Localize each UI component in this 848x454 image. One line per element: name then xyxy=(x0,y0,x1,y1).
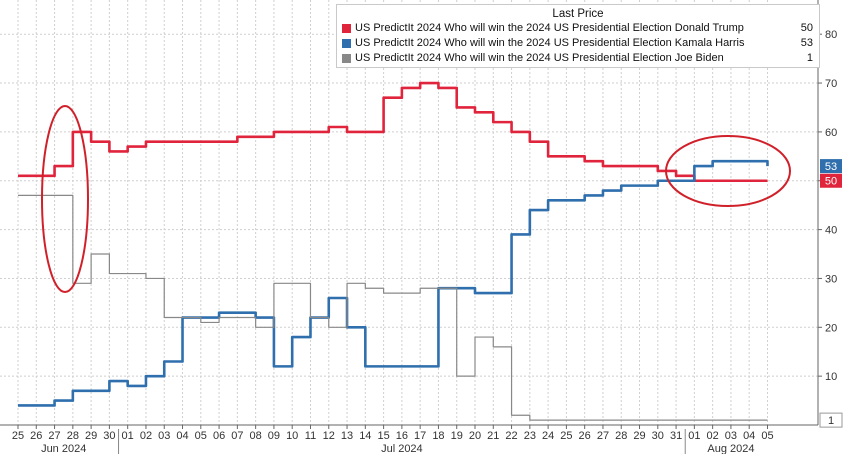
x-tick-label: 26 xyxy=(30,430,42,442)
x-tick-label: 28 xyxy=(615,430,627,442)
legend-last-biden: 1 xyxy=(806,52,813,64)
legend-swatch-harris xyxy=(342,39,351,48)
legend-last-harris: 53 xyxy=(800,37,813,49)
month-label: Jul 2024 xyxy=(381,443,423,454)
legend-label-harris: US PredictIt 2024 Who will win the 2024 … xyxy=(355,37,745,49)
x-tick-label: 26 xyxy=(579,430,591,442)
last-value-box-trump xyxy=(820,173,842,188)
y-tick-label: 30 xyxy=(825,273,837,285)
x-tick-label: 14 xyxy=(359,430,371,442)
x-tick-label: 28 xyxy=(67,430,79,442)
legend-title: Last Price xyxy=(552,8,604,20)
x-tick-label: 22 xyxy=(505,430,517,442)
y-tick-label: 80 xyxy=(825,29,837,41)
x-tick-label: 15 xyxy=(377,430,389,442)
x-tick-label: 01 xyxy=(688,430,700,442)
annotation-circles xyxy=(41,105,791,293)
last-value-label-biden: 1 xyxy=(828,415,834,427)
x-tick-label: 06 xyxy=(213,430,225,442)
x-tick-label: 04 xyxy=(743,430,755,442)
x-tick-label: 05 xyxy=(761,430,773,442)
x-tick-label: 13 xyxy=(341,430,353,442)
last-value-label-harris: 53 xyxy=(825,161,837,173)
month-label: Jun 2024 xyxy=(41,443,86,454)
x-tick-label: 19 xyxy=(451,430,463,442)
legend-entry-harris: US PredictIt 2024 Who will win the 2024 … xyxy=(337,36,819,51)
x-tick-label: 16 xyxy=(396,430,408,442)
x-tick-label: 17 xyxy=(414,430,426,442)
y-tick-label: 60 xyxy=(825,127,837,139)
x-tick-label: 31 xyxy=(670,430,682,442)
x-tick-label: 29 xyxy=(633,430,645,442)
x-tick-label: 07 xyxy=(231,430,243,442)
legend-entry-trump: US PredictIt 2024 Who will win the 2024 … xyxy=(337,21,819,36)
x-tick-label: 25 xyxy=(12,430,24,442)
month-label: Aug 2024 xyxy=(707,443,754,454)
x-tick-label: 02 xyxy=(707,430,719,442)
series-line-harris xyxy=(18,159,769,407)
jun-27-annotation-ellipse xyxy=(41,105,89,293)
y-tick-label: 10 xyxy=(825,371,837,383)
x-tick-label: 04 xyxy=(176,430,188,442)
series-line-trump xyxy=(18,81,768,183)
x-tick-label: 20 xyxy=(469,430,481,442)
x-tick-label: 21 xyxy=(487,430,499,442)
legend: Last Price US PredictIt 2024 Who will wi… xyxy=(336,4,820,68)
x-tick-label: 27 xyxy=(48,430,60,442)
x-tick-label: 10 xyxy=(286,430,298,442)
x-tick-label: 03 xyxy=(725,430,737,442)
last-value-box-harris xyxy=(820,159,842,174)
x-tick-label: 23 xyxy=(524,430,536,442)
series-line-biden xyxy=(18,194,768,421)
legend-swatch-trump xyxy=(342,24,351,33)
aug-annotation-ellipse xyxy=(665,135,791,207)
x-tick-label: 30 xyxy=(103,430,115,442)
x-tick-label: 29 xyxy=(85,430,97,442)
x-tick-label: 11 xyxy=(305,430,316,442)
legend-swatch-biden xyxy=(342,54,351,63)
y-tick-label: 20 xyxy=(825,322,837,334)
x-tick-label: 25 xyxy=(560,430,572,442)
series-lines xyxy=(18,81,769,421)
x-tick-label: 27 xyxy=(597,430,609,442)
x-tick-label: 08 xyxy=(250,430,262,442)
x-tick-label: 12 xyxy=(323,430,335,442)
x-tick-label: 18 xyxy=(432,430,444,442)
legend-label-biden: US PredictIt 2024 Who will win the 2024 … xyxy=(355,52,724,64)
last-value-box-biden xyxy=(819,412,843,428)
legend-last-trump: 50 xyxy=(800,22,813,34)
y-tick-label: 40 xyxy=(825,225,837,237)
x-tick-label: 09 xyxy=(268,430,280,442)
last-value-labels: 50 53 1 xyxy=(819,159,843,428)
last-value-label-trump: 50 xyxy=(825,176,837,188)
x-tick-label: 01 xyxy=(122,430,134,442)
legend-label-trump: US PredictIt 2024 Who will win the 2024 … xyxy=(355,22,744,34)
x-tick-label: 30 xyxy=(652,430,664,442)
x-tick-label: 03 xyxy=(158,430,170,442)
x-tick-label: 05 xyxy=(195,430,207,442)
x-tick-label: 24 xyxy=(542,430,554,442)
legend-entry-biden: US PredictIt 2024 Who will win the 2024 … xyxy=(337,51,819,66)
y-tick-label: 70 xyxy=(825,78,837,90)
x-tick-label: 02 xyxy=(140,430,152,442)
